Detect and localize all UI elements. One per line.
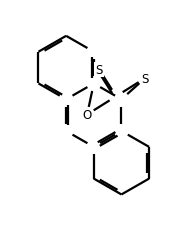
Text: S: S <box>95 64 103 76</box>
Text: O: O <box>83 109 92 121</box>
Text: S: S <box>141 72 149 85</box>
